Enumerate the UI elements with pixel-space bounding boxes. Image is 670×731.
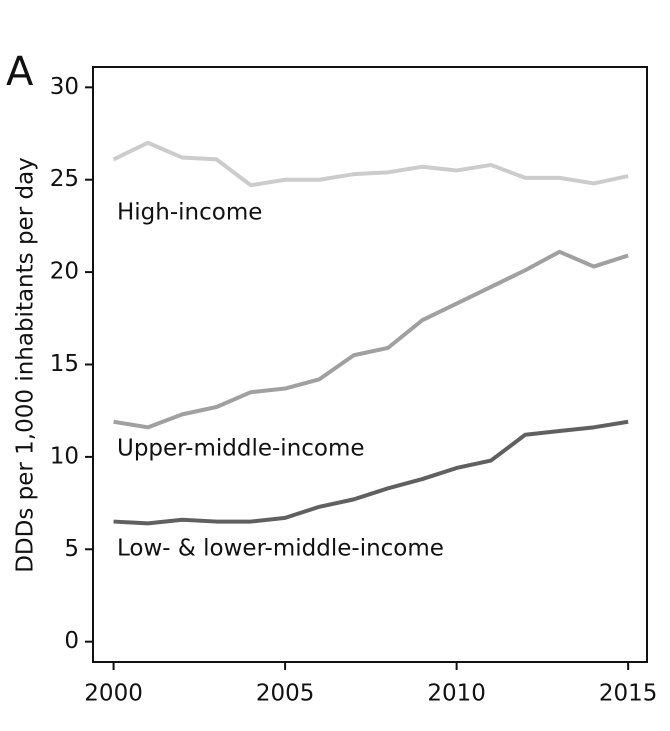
y-tick-label: 30 (50, 74, 79, 100)
y-tick-label: 25 (50, 166, 79, 192)
series-label: High-income (117, 200, 262, 226)
y-axis-label: DDDs per 1,000 inhabitants per day (13, 157, 39, 573)
series-line (112, 140, 629, 188)
y-tick-label: 0 (64, 628, 79, 654)
y-tick-label: 5 (64, 536, 79, 562)
series-line (113, 249, 629, 430)
x-tick-label: 2010 (427, 681, 486, 707)
series-label: Low- & lower-middle-income (117, 536, 444, 562)
series-label: Upper-middle-income (117, 436, 365, 462)
x-tick-label: 2000 (84, 681, 143, 707)
y-tick-label: 20 (50, 259, 79, 285)
x-tick-label: 2015 (599, 681, 658, 707)
y-tick-label: 15 (50, 351, 79, 377)
y-tick-label: 10 (50, 443, 79, 469)
series-line (113, 419, 629, 526)
x-tick-label: 2005 (256, 681, 315, 707)
panel-label: A (6, 49, 34, 95)
